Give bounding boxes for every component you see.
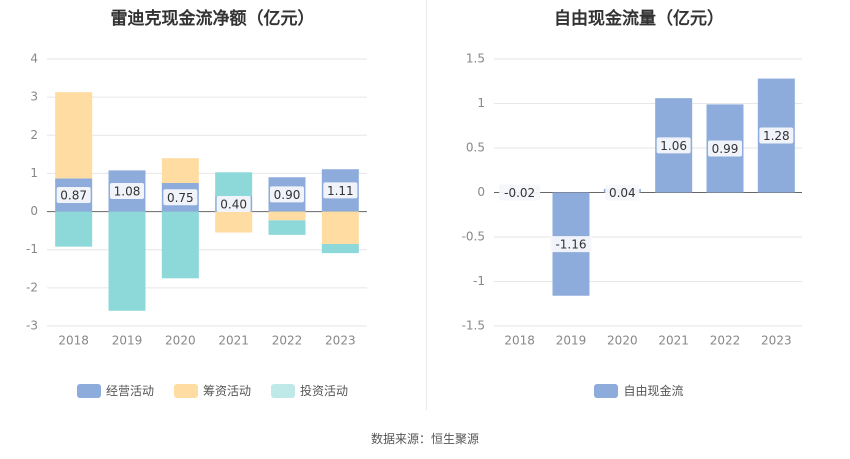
data-label-free-cashflow-2018-bg — [499, 184, 541, 201]
data-label-free-cashflow-2019-bg — [550, 236, 592, 253]
bar-筹资活动-2022 — [268, 211, 306, 221]
data-label-operating-2021: 0.40 — [220, 197, 247, 211]
net-cashflow-chart-title: 雷迪克现金流净额（亿元） — [110, 9, 315, 29]
legend-label-financing: 筹资活动 — [202, 384, 251, 398]
free-cashflow-chart-panel: 自由现金流量（亿元） 1.5 1 0.5 0 -0.5 -1 -1.5 -0.02 2018 -1… — [428, 0, 850, 410]
x-tick-label: 2022 — [710, 334, 741, 348]
x-tick-label: 2020 — [607, 334, 638, 348]
bar-筹资活动-2018 — [55, 92, 93, 179]
y-tick-label: -0.5 — [462, 230, 485, 244]
x-tick-label: 2021 — [658, 334, 689, 348]
bar-投资活动-2023 — [321, 243, 359, 254]
free-cashflow-chart-title: 自由现金流量（亿元） — [554, 9, 724, 29]
data-label-operating-2018: 0.87 — [60, 188, 87, 202]
bar-筹资活动-2020 — [161, 158, 199, 183]
y-tick-label: 1.5 — [466, 52, 485, 66]
y-tick-label: 1 — [477, 96, 485, 110]
data-label-operating-2022: 0.90 — [274, 188, 301, 202]
legend-swatch-financing — [173, 383, 198, 398]
net-cashflow-chart: 4 3 2 1 0 -1 -2 -3 0.87 2018 1.08 2019 0.75 2020 0.40 2… — [26, 52, 367, 348]
legend-item-investing[interactable]: 投资活动 — [271, 382, 348, 399]
legend-label-operating: 经营活动 — [105, 384, 154, 398]
data-label-free-cashflow-2018: -0.02 — [504, 186, 535, 200]
x-tick-label: 2023 — [325, 334, 356, 348]
data-label-operating-2019: 1.08 — [114, 184, 141, 198]
panel-divider — [426, 0, 427, 410]
data-label-operating-2023: 1.11 — [327, 184, 354, 198]
legend-label-free-cashflow: 自由现金流 — [623, 384, 684, 398]
y-tick-label: 0.5 — [466, 141, 485, 155]
data-label-free-cashflow-2023-bg — [759, 127, 794, 144]
bar-投资活动-2018 — [55, 211, 93, 247]
y-tick-label: 4 — [30, 52, 38, 66]
y-tick-label: -2 — [26, 280, 38, 294]
x-tick-label: 2018 — [58, 334, 89, 348]
y-tick-label: 0 — [30, 204, 38, 218]
data-label-operating-2020: 0.75 — [167, 191, 194, 205]
x-tick-label: 2022 — [272, 334, 303, 348]
data-label-free-cashflow-2021: 1.06 — [660, 139, 687, 153]
x-tick-label: 2023 — [761, 334, 792, 348]
free-cashflow-legend: 自由现金流 — [428, 382, 850, 399]
legend-swatch-investing — [271, 383, 295, 398]
y-tick-label: -3 — [26, 319, 38, 333]
data-source-note: 数据来源：恒生聚源 — [370, 432, 479, 446]
y-tick-label: -1 — [473, 274, 485, 288]
y-tick-label: -1 — [26, 242, 38, 256]
data-label-free-cashflow-2022-bg — [708, 140, 742, 157]
data-label-operating-2022-bg — [270, 186, 304, 203]
data-label-operating-2020-bg — [163, 189, 198, 206]
data-label-free-cashflow-2023: 1.28 — [763, 129, 790, 143]
legend-item-financing[interactable]: 筹资活动 — [173, 382, 251, 399]
data-label-free-cashflow-2020: 0.04 — [609, 186, 636, 200]
x-tick-label: 2020 — [165, 334, 196, 348]
bar-筹资活动-2023 — [321, 211, 359, 244]
data-label-operating-2023-bg — [323, 182, 358, 199]
y-tick-label: 0 — [477, 185, 485, 199]
bar-投资活动-2019 — [108, 211, 146, 311]
y-tick-label: 3 — [30, 90, 38, 104]
net-cashflow-legend: 经营活动 筹资活动 投资活动 — [0, 382, 425, 399]
y-tick-label: 1 — [30, 166, 38, 180]
data-label-operating-2018-bg — [56, 186, 91, 203]
legend-swatch-free-cashflow — [594, 383, 619, 398]
legend-item-free-cashflow[interactable]: 自由现金流 — [594, 382, 684, 399]
data-label-operating-2021-bg — [216, 195, 251, 212]
data-label-free-cashflow-2019: -1.16 — [555, 238, 586, 252]
bar-投资活动-2022 — [268, 220, 306, 235]
y-tick-label: 2 — [30, 128, 38, 142]
x-tick-label: 2021 — [218, 334, 249, 348]
bar-投资活动-2021 — [215, 172, 253, 197]
legend-label-investing: 投资活动 — [300, 384, 349, 398]
legend-item-operating[interactable]: 经营活动 — [76, 382, 154, 399]
net-cashflow-chart-panel: 雷迪克现金流净额（亿元） 4 3 2 1 0 -1 -2 -3 0.87 2018 1.08 2019… — [0, 0, 425, 410]
x-tick-label: 2018 — [504, 334, 535, 348]
x-tick-label: 2019 — [556, 334, 587, 348]
data-label-free-cashflow-2022: 0.99 — [712, 142, 739, 156]
y-tick-label: -1.5 — [462, 319, 485, 333]
data-label-operating-2019-bg — [110, 182, 144, 199]
bar-筹资活动-2021 — [215, 211, 253, 233]
data-label-free-cashflow-2021-bg — [656, 137, 691, 154]
data-label-free-cashflow-2020-bg — [605, 184, 640, 201]
bar-投资活动-2020 — [161, 211, 199, 279]
legend-swatch-operating — [76, 383, 101, 398]
free-cashflow-chart: 1.5 1 0.5 0 -0.5 -1 -1.5 -0.02 2018 -1.16 2019 0.04… — [462, 52, 802, 348]
x-tick-label: 2019 — [112, 334, 143, 348]
